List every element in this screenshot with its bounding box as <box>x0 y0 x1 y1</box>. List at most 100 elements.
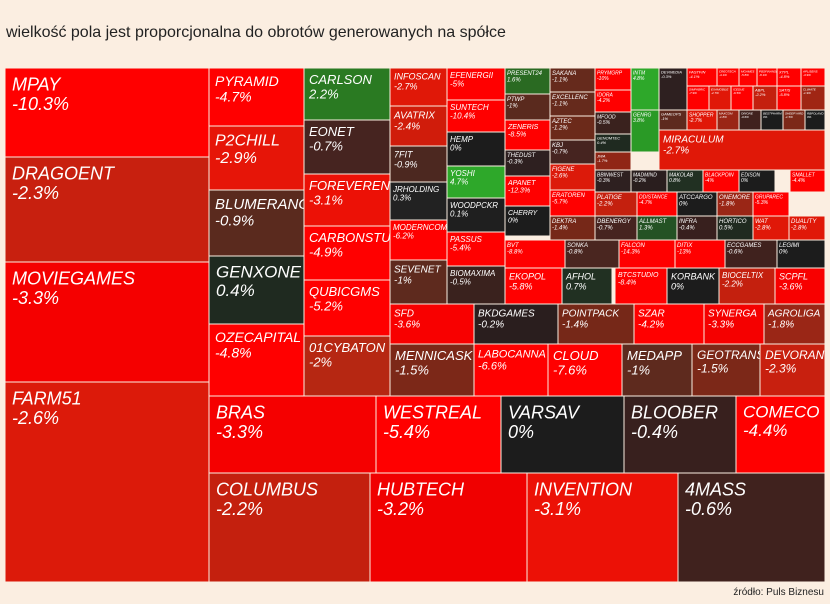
tile-value-legimi: 0% <box>779 250 788 256</box>
tile-value-sakana: -1.1% <box>552 78 568 84</box>
tile-value-dragoent: -2.3% <box>12 183 59 203</box>
tile-label-pointpack: POINTPACK <box>562 309 620 320</box>
tile-value-genxone: 0.4% <box>216 281 255 300</box>
tile-value-farm51: -2.6% <box>12 408 59 428</box>
tile-value-sevenet: -1% <box>394 276 412 287</box>
tile-value-eratoren: -5.7% <box>552 200 568 206</box>
tile-label-labocanna: LABOCANNA <box>478 348 546 360</box>
tile-eccgames <box>724 239 778 269</box>
tile-value-efenergii: -5% <box>450 80 464 89</box>
tile-value-mfood: -0.5% <box>597 120 611 126</box>
tile-value-agroliga: -1.8% <box>768 320 794 331</box>
tile-value-passus: -5.4% <box>450 244 471 253</box>
tile-label-sevenet: SEVENET <box>394 265 442 276</box>
tile-value-ptwp: -1% <box>507 104 518 110</box>
tile-label-eccgames: ECCGAMES <box>727 243 761 249</box>
tile-label-moviegames: MOVIEGAMES <box>12 268 135 288</box>
tile-synerga <box>703 303 765 345</box>
tile-label-apanet: APANET <box>507 180 536 187</box>
tile-label-maxcom: MAXCOM <box>719 112 733 116</box>
tile-value-varsav: 0% <box>508 422 534 442</box>
tile-value-bioceltix: -2.2% <box>722 280 743 289</box>
tile-label-medapp: MEDAPP <box>627 348 682 363</box>
tile-value-present24: 1.6% <box>507 78 521 84</box>
tile-ditix <box>674 239 726 269</box>
tile-value-blumerang: -0.9% <box>215 212 254 229</box>
tile-label-climate: CLIMATE <box>803 88 817 92</box>
tile-value-szar: -4.2% <box>638 320 664 331</box>
tile-label-aztec: AZTEC <box>551 119 572 125</box>
tile-label-shopper: SHOPPER <box>689 112 714 118</box>
tile-value-mgames: -5.8% <box>741 73 749 77</box>
tile-value-rbpoland: 0% <box>807 115 812 119</box>
tile-label-pyramid: PYRAMID <box>215 73 279 89</box>
tile-aztec <box>549 115 596 141</box>
tile-label-dragoent: DRAGOENT <box>12 163 116 183</box>
tile-label-ozecapital: OZECAPITAL <box>215 329 301 345</box>
tile-value-aplisens: -3.9% <box>803 73 811 77</box>
tile-value-idora: -4.2% <box>597 98 611 104</box>
tile-label-aplisens: APLISENS <box>802 70 818 74</box>
tile-label-onemore: ONEMORE <box>719 195 751 201</box>
tile-value-kbj: -0.7% <box>552 150 568 156</box>
tile-value-maxcom: -1.8% <box>719 115 727 119</box>
tile-label-mgames: MGAMES <box>741 70 754 74</box>
tile-value-moviegames: -3.3% <box>12 288 59 308</box>
tile-sfd <box>389 303 475 345</box>
tile-label-xtpl: XTPL <box>778 69 789 74</box>
tile-label-devmedia: DEVMEDIA <box>661 69 682 74</box>
tile-value-ozecapital: -4.8% <box>215 344 252 360</box>
tile-label-smallet: SMALLET <box>792 172 816 178</box>
tile-label-bras: BRAS <box>216 402 265 422</box>
tile-value-devoran: -2.3% <box>765 361 797 375</box>
tile-label-zeneris: ZENERIS <box>507 124 539 131</box>
tile-platige <box>594 191 638 217</box>
tile-value-devmedia: -0.3% <box>661 74 672 79</box>
tile-value-scpfl: -3.6% <box>779 282 803 292</box>
tile-label-4mass: 4MASS <box>685 479 746 499</box>
tile-label-mfood: MFOOD <box>597 114 616 120</box>
tile-label-platige: PLATIGE <box>597 195 623 201</box>
tile-value-btcstudio: -8.4% <box>618 280 636 287</box>
tile-value-simfabric: -7.9% <box>689 91 697 95</box>
tile-cherry <box>504 205 551 237</box>
tile-value-infra: -0.4% <box>679 226 695 232</box>
tile-value-moderncom: -6.2% <box>393 232 414 241</box>
tile-value-duality: -2.8% <box>791 226 807 232</box>
tile-p2chill <box>208 125 305 191</box>
tile-value-cloud: -7.6% <box>553 362 587 377</box>
tile-value-afhol: 0.7% <box>566 282 587 292</box>
tile-westreal <box>375 395 502 474</box>
tile-value-pbsfinanse: -8.1% <box>759 73 767 77</box>
tile-label-duality: DUALITY <box>791 219 817 225</box>
tile-onemore <box>716 191 754 217</box>
tile-agroliga <box>763 303 826 345</box>
tile-label-yoshi: YOSHI <box>450 169 476 178</box>
tile-label-satis: SATIS <box>779 87 791 92</box>
tile-label-carlson: CARLSON <box>309 72 372 87</box>
tile-label-afhol: AFHOL <box>565 272 596 282</box>
tile-label-excellenc: EXCELLENC <box>552 95 588 101</box>
tile-dektra <box>549 215 596 243</box>
tile-value-satis: -5.8% <box>779 92 790 97</box>
tile-value-climate: -1.9% <box>803 91 811 95</box>
tile-value-bkdgames: -0.2% <box>478 320 504 331</box>
tile-label-cherry: CHERRY <box>508 210 539 217</box>
tile-value-madmind: -0.2% <box>633 178 647 184</box>
tile-biomaxima <box>446 265 506 305</box>
tile-label-geotrans: GEOTRANS <box>697 348 764 362</box>
tile-label-present24: PRESENT24 <box>507 71 543 77</box>
tile-label-intm: INTM <box>633 70 646 76</box>
tile-value-01cybaton: -2% <box>309 354 332 369</box>
tile-label-jwa: JWA <box>596 153 606 158</box>
tile-farm51 <box>4 381 210 583</box>
tile-label-mennicask: MENNICASK <box>395 348 474 363</box>
tile-value-prymgrp: -10% <box>597 76 609 82</box>
tile-label-ddistance: DDISTANCE <box>639 194 668 200</box>
tile-label-7fit: 7FIT <box>394 150 414 160</box>
tile-value-bloober: -0.4% <box>631 422 678 442</box>
tile-value-apanet: -12.3% <box>508 188 530 195</box>
tile-gruparec <box>752 191 790 217</box>
tile-label-columbus: COLUMBUS <box>216 479 318 499</box>
tile-value-geotrans: -1.5% <box>697 361 729 375</box>
